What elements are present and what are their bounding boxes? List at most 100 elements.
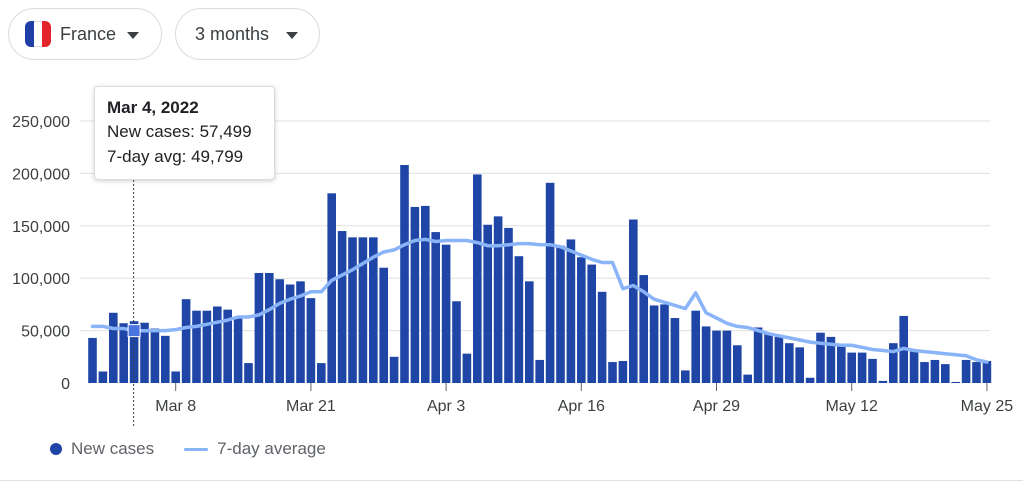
bar [327, 193, 336, 383]
time-range-filter-label: 3 months [195, 23, 270, 44]
bar [389, 356, 399, 383]
bar [317, 363, 326, 383]
france-flag-icon [25, 21, 51, 47]
bar [889, 343, 898, 383]
chart-tooltip: Mar 4, 2022 New cases: 57,499 7-day avg:… [94, 86, 275, 180]
bar [566, 239, 576, 383]
tooltip-avg: 7-day avg: 49,799 [107, 147, 244, 166]
legend-avg: 7-day average [184, 439, 326, 459]
chevron-down-icon [286, 32, 298, 39]
bar [795, 347, 804, 383]
bar [88, 337, 97, 383]
bar [119, 323, 128, 383]
bar [712, 330, 721, 383]
bar [982, 360, 992, 383]
bar [462, 353, 472, 383]
bar [431, 232, 440, 383]
bar [639, 275, 648, 383]
hover-point-marker [127, 324, 141, 338]
bar [337, 231, 347, 383]
country-filter-label: France [60, 23, 117, 44]
bar [857, 352, 867, 383]
bar [816, 332, 825, 383]
bar [618, 360, 628, 383]
bar [733, 345, 742, 383]
bar [951, 381, 960, 383]
bar [514, 256, 524, 383]
y-tick-label: 0 [61, 376, 70, 393]
chevron-down-icon [127, 32, 139, 39]
bar [826, 336, 836, 383]
bar [909, 351, 919, 383]
bar [400, 165, 409, 383]
bar [941, 364, 950, 383]
x-tick-label: Apr 3 [427, 398, 465, 415]
bar [681, 370, 690, 383]
bar [410, 206, 420, 383]
bar [296, 281, 305, 383]
bar [587, 264, 596, 383]
bar [265, 272, 274, 383]
bar [285, 284, 295, 383]
bar [109, 312, 118, 383]
bar [452, 301, 461, 383]
bottom-divider [0, 480, 1023, 481]
bar [847, 352, 856, 383]
flag-blue-stripe [25, 21, 34, 47]
bar [192, 310, 201, 383]
bar [691, 310, 700, 383]
bar [348, 237, 357, 383]
bar [722, 330, 732, 383]
legend-new-cases-label: New cases [71, 439, 155, 458]
bar [358, 237, 368, 383]
bar [837, 345, 846, 383]
legend-avg-swatch [184, 447, 209, 451]
country-filter-button[interactable]: France [8, 8, 162, 60]
legend-new-cases: New cases [50, 439, 154, 459]
tooltip-new-cases: New cases: 57,499 [107, 122, 252, 141]
bar [421, 205, 430, 383]
bar [972, 362, 981, 383]
bar [369, 237, 378, 383]
bar [535, 359, 544, 383]
bar [868, 358, 877, 383]
time-range-filter-button[interactable]: 3 months [175, 8, 320, 60]
bar [743, 374, 752, 383]
bar [556, 245, 565, 383]
bar [98, 371, 108, 383]
bar [649, 305, 659, 383]
bar [161, 335, 170, 383]
x-tick-label: Mar 21 [286, 398, 336, 415]
y-tick-label: 100,000 [12, 271, 70, 288]
bar [441, 244, 451, 383]
bar [171, 371, 180, 383]
bar [202, 310, 212, 383]
bar [223, 309, 232, 383]
bar [150, 328, 160, 383]
bar [660, 304, 669, 383]
bar [701, 326, 711, 383]
bar [774, 336, 784, 383]
bar [379, 267, 388, 383]
bar [473, 174, 482, 383]
bar [805, 377, 815, 383]
x-tick-label: May 12 [825, 398, 878, 415]
chart-legend: New cases 7-day average [50, 439, 326, 459]
bar [764, 332, 773, 383]
bar [670, 318, 680, 383]
avg-series-line [90, 237, 989, 364]
legend-avg-label: 7-day average [217, 439, 326, 458]
bar [597, 291, 607, 383]
bar [213, 306, 222, 383]
bar [961, 359, 971, 383]
bar [254, 272, 264, 383]
cases-chart[interactable]: 0 50,000 100,000 150,000 200,000 250,000 Mar 8… [0, 0, 1023, 430]
bar [629, 219, 638, 383]
bar [577, 257, 586, 383]
flag-white-stripe [33, 21, 43, 47]
bar [785, 343, 794, 383]
y-tick-label: 50,000 [21, 324, 70, 341]
bar [181, 299, 191, 383]
bar [608, 362, 617, 383]
x-tick-label: May 25 [961, 398, 1014, 415]
